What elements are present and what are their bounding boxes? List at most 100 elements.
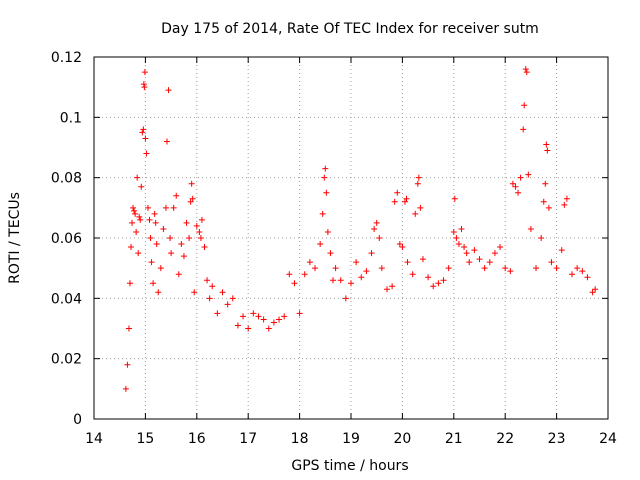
data-point	[193, 222, 200, 229]
data-point	[515, 189, 522, 196]
data-point	[455, 241, 462, 248]
data-point	[458, 225, 465, 232]
data-point	[135, 250, 142, 257]
data-point	[383, 286, 390, 293]
x-tick-label: 20	[393, 431, 411, 447]
data-point	[162, 204, 169, 211]
data-point	[167, 235, 174, 241]
data-point	[141, 84, 148, 91]
data-point	[574, 265, 581, 272]
data-point	[234, 322, 241, 329]
data-point	[502, 265, 509, 272]
data-point	[147, 235, 154, 241]
axis-ticks	[93, 56, 609, 420]
data-point	[255, 313, 262, 320]
data-point	[507, 268, 514, 275]
data-point	[180, 253, 187, 260]
data-point	[301, 271, 308, 278]
data-point	[521, 102, 528, 109]
data-point	[358, 274, 365, 281]
data-point	[160, 225, 167, 232]
data-point	[153, 241, 160, 248]
x-tick-label: 18	[291, 431, 309, 447]
data-point	[486, 259, 493, 266]
y-tick-label: 0.02	[51, 352, 82, 368]
y-tick-label: 0.04	[51, 291, 82, 307]
y-axis-label: ROTI / TECUs	[7, 192, 23, 284]
data-point	[206, 295, 213, 302]
data-point	[553, 265, 560, 272]
data-point	[296, 310, 303, 317]
data-point	[229, 295, 236, 302]
data-point	[319, 210, 326, 217]
data-point	[133, 228, 140, 235]
data-point	[330, 277, 337, 284]
data-point	[124, 361, 131, 368]
data-point	[196, 228, 203, 235]
data-point	[538, 235, 545, 241]
data-point	[130, 204, 137, 211]
data-point	[394, 189, 401, 196]
data-point	[409, 271, 416, 278]
data-point	[197, 235, 204, 241]
data-point	[476, 256, 483, 263]
data-point	[435, 280, 442, 287]
data-point	[163, 138, 170, 145]
data-point	[189, 195, 196, 202]
data-point	[191, 289, 198, 296]
x-tick-label: 21	[445, 431, 463, 447]
y-tick-label: 0	[73, 412, 82, 428]
data-point	[321, 174, 328, 181]
data-point	[430, 283, 437, 290]
x-tick-label: 17	[239, 431, 257, 447]
data-point	[445, 265, 452, 272]
data-point	[425, 274, 432, 281]
data-point	[542, 180, 549, 187]
y-tick-label: 0.1	[60, 110, 82, 126]
data-point	[140, 81, 147, 88]
data-point	[545, 204, 552, 211]
data-point	[129, 219, 136, 226]
data-point	[276, 316, 283, 323]
data-point	[509, 180, 516, 187]
data-point	[132, 210, 139, 217]
data-point	[327, 250, 334, 257]
x-tick-label: 22	[496, 431, 514, 447]
data-point	[497, 244, 504, 251]
x-tick-label: 24	[599, 431, 617, 447]
data-point	[544, 147, 551, 154]
data-point	[322, 165, 329, 172]
data-point	[178, 241, 185, 248]
data-point	[317, 241, 324, 248]
data-point	[584, 274, 591, 281]
data-point	[183, 219, 190, 226]
data-point	[281, 313, 288, 320]
data-point	[342, 295, 349, 302]
data-point	[401, 198, 408, 205]
data-point	[396, 241, 403, 248]
data-point	[563, 195, 570, 202]
data-point	[188, 180, 195, 187]
data-point	[517, 174, 524, 181]
data-point	[414, 180, 421, 187]
data-point	[187, 198, 194, 205]
data-point	[371, 225, 378, 232]
data-point	[165, 87, 172, 94]
data-point	[353, 259, 360, 266]
data-point	[348, 280, 354, 287]
data-point	[168, 250, 175, 257]
data-point	[122, 385, 129, 392]
data-point	[548, 259, 555, 266]
data-point	[520, 126, 527, 133]
data-point	[173, 192, 180, 199]
data-point	[543, 141, 550, 148]
x-tick-label: 16	[188, 431, 206, 447]
data-point	[324, 228, 331, 235]
data-point	[378, 265, 385, 272]
data-point	[453, 235, 460, 241]
data-point	[151, 210, 158, 217]
data-point	[323, 189, 330, 196]
y-tick-labels: 0 0.02 0.04 0.06 0.08 0.1 0.12	[51, 50, 82, 428]
data-point	[466, 259, 473, 266]
